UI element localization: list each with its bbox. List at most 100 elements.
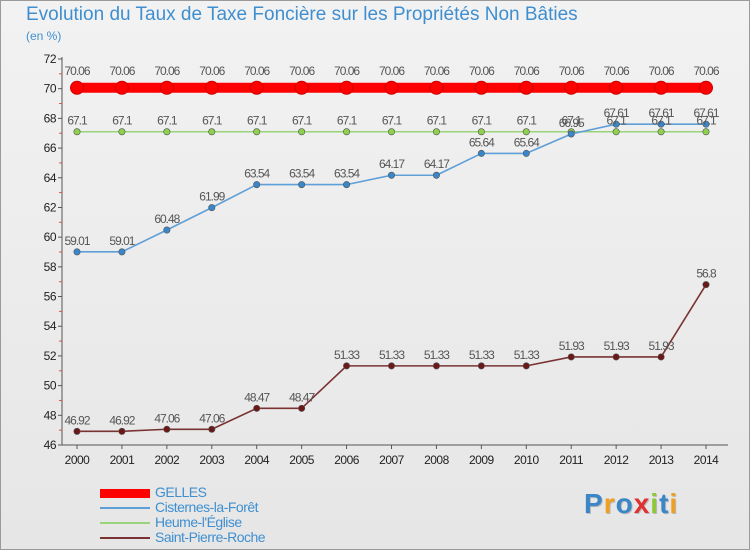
data-label: 70.06: [379, 64, 405, 78]
data-point: [384, 80, 399, 95]
data-label: 47.06: [154, 411, 180, 425]
data-label: 48.47: [244, 390, 270, 404]
data-point: [429, 80, 444, 95]
proxiti-logo: Proxiti: [584, 488, 678, 520]
data-label: 67.61: [604, 106, 630, 120]
legend-swatch: [100, 507, 150, 509]
data-point: [387, 171, 395, 179]
data-point: [567, 353, 575, 361]
x-tick-label: 2012: [604, 453, 630, 467]
data-point: [208, 425, 216, 433]
y-tick-label: 50: [44, 379, 57, 393]
data-point: [522, 362, 530, 370]
data-point: [432, 128, 440, 136]
x-tick-label: 2005: [289, 453, 315, 467]
data-label: 63.54: [334, 167, 360, 181]
data-label: 59.01: [64, 234, 90, 248]
data-label: 67.61: [693, 106, 719, 120]
y-tick-label: 66: [44, 141, 57, 155]
legend-label: Cisternes-la-Forêt: [155, 499, 259, 515]
data-point: [208, 128, 216, 136]
data-point: [298, 128, 306, 136]
data-point: [339, 80, 354, 95]
data-point: [163, 128, 171, 136]
data-label: 51.33: [469, 348, 495, 362]
data-point: [249, 80, 264, 95]
x-tick-label: 2003: [199, 453, 225, 467]
chart-title: Evolution du Taux de Taxe Foncière sur l…: [26, 4, 578, 25]
data-point: [702, 281, 710, 289]
data-label: 67.61: [649, 106, 675, 120]
x-tick-label: 2008: [424, 453, 450, 467]
data-point: [253, 404, 261, 412]
data-label: 60.48: [154, 212, 180, 226]
legend-label: GELLES: [155, 484, 207, 500]
y-tick-label: 46: [44, 438, 57, 452]
x-tick-label: 2000: [65, 453, 91, 467]
x-tick-label: 2009: [469, 453, 495, 467]
logo-letter: t: [659, 488, 670, 519]
data-point: [657, 128, 665, 136]
data-label: 70.06: [334, 64, 360, 78]
data-point: [253, 181, 261, 189]
data-label: 67.1: [67, 114, 88, 128]
data-label: 63.54: [244, 167, 270, 181]
x-tick-label: 2006: [334, 453, 360, 467]
logo-letter: P: [584, 488, 604, 519]
x-tick-label: 2011: [559, 453, 584, 467]
data-label: 65.64: [514, 135, 540, 149]
data-point: [612, 128, 620, 136]
data-point: [298, 181, 306, 189]
data-point: [294, 80, 309, 95]
data-label: 65.64: [469, 135, 495, 149]
data-label: 51.33: [379, 348, 405, 362]
data-point: [699, 80, 713, 95]
data-label: 70.06: [649, 64, 675, 78]
data-label: 67.1: [427, 114, 448, 128]
data-point: [612, 120, 620, 128]
data-label: 70.06: [604, 64, 630, 78]
data-label: 47.06: [199, 411, 225, 425]
data-label: 46.92: [64, 413, 90, 427]
data-point: [657, 353, 665, 361]
data-point: [159, 80, 174, 95]
data-label: 67.1: [517, 114, 538, 128]
data-point: [70, 80, 84, 95]
data-point: [163, 226, 171, 234]
legend-swatch: [100, 489, 150, 498]
data-point: [702, 128, 710, 136]
data-label: 61.99: [199, 190, 225, 204]
data-label: 67.1: [112, 114, 133, 128]
x-tick-label: 2004: [244, 453, 270, 467]
data-point: [477, 362, 485, 370]
data-point: [609, 80, 624, 95]
data-label: 70.06: [693, 64, 719, 78]
data-point: [114, 80, 129, 95]
data-label: 48.47: [289, 390, 315, 404]
data-label: 56.8: [696, 267, 717, 281]
data-point: [343, 128, 351, 136]
data-point: [567, 130, 575, 138]
data-point: [73, 248, 81, 256]
logo-letter: i: [650, 488, 660, 519]
data-point: [522, 149, 530, 157]
chart-subtitle: (en %): [26, 29, 62, 43]
data-label: 59.01: [109, 234, 135, 248]
data-point: [118, 128, 126, 136]
logo-letter: o: [615, 488, 634, 519]
data-point: [387, 128, 395, 136]
data-point: [522, 128, 530, 136]
y-tick-label: 58: [44, 260, 57, 274]
y-tick-label: 54: [44, 319, 57, 333]
data-label: 64.17: [379, 157, 405, 171]
x-tick-label: 2014: [694, 453, 720, 467]
legend-label: Saint-Pierre-Roche: [155, 529, 266, 545]
data-point: [73, 128, 81, 136]
data-point: [118, 248, 126, 256]
y-tick-label: 48: [44, 408, 57, 422]
data-label: 66.95: [559, 116, 585, 130]
data-point: [654, 80, 669, 95]
data-label: 70.06: [199, 64, 225, 78]
data-label: 67.1: [157, 114, 178, 128]
